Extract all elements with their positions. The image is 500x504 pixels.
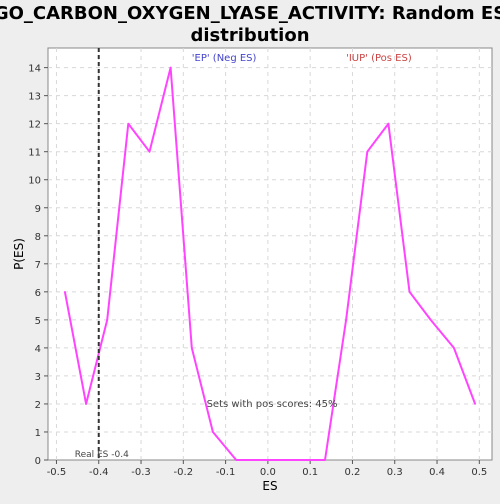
data-point: [345, 319, 347, 321]
y-tick-label: 5: [35, 316, 41, 327]
y-tick-label: 2: [35, 400, 41, 411]
data-point: [212, 431, 214, 433]
grid-lines: [48, 48, 492, 460]
y-axis-label: P(ES): [12, 238, 26, 270]
x-tick-label: 0.4: [429, 467, 445, 478]
x-tick-label: 0.1: [302, 467, 318, 478]
data-point: [366, 150, 369, 153]
x-tick-label: -0.4: [89, 467, 109, 478]
x-tick-label: -0.5: [47, 467, 67, 478]
y-tick-label: 11: [28, 148, 41, 159]
data-point: [85, 403, 87, 405]
annotation-text: Sets with pos scores: 45%: [207, 399, 338, 410]
y-tick-label: 7: [35, 260, 41, 271]
data-point: [324, 459, 326, 461]
data-point: [235, 459, 237, 461]
x-tick-label: -0.1: [216, 467, 236, 478]
data-point: [408, 291, 411, 293]
x-tick-label: -0.2: [174, 467, 194, 478]
x-tick-label: 0.5: [471, 467, 487, 478]
data-point: [64, 291, 66, 293]
annotations: Real ES -0.4 'EP' (Neg ES) 'IUP' (Pos ES) S…: [75, 48, 412, 460]
data-point: [190, 347, 193, 349]
data-point: [387, 122, 390, 125]
y-tick-label: 9: [35, 204, 41, 215]
y-tick-label: 13: [28, 92, 41, 103]
x-tick-label: 0.2: [345, 467, 361, 478]
y-tick-label: 14: [28, 64, 41, 75]
data-point: [303, 459, 305, 461]
x-tick-label: -0.3: [131, 467, 151, 478]
chart-title: GO_CARBON_OXYGEN_LYASE_ACTIVITY: Random …: [0, 3, 500, 46]
data-point: [281, 459, 284, 461]
data-point: [474, 403, 476, 405]
data-point: [106, 319, 108, 321]
y-tick-label: 3: [35, 372, 41, 383]
data-point: [127, 122, 130, 125]
y-tick-label: 1: [35, 428, 41, 439]
plot-area: [47, 47, 493, 461]
annotation-text: 'EP' (Neg ES): [192, 53, 257, 64]
data-point: [453, 347, 455, 349]
real-es-label: Real ES -0.4: [75, 450, 129, 460]
data-point: [256, 459, 259, 461]
data-point: [148, 150, 151, 153]
y-tick-label: 10: [28, 176, 41, 187]
y-tick-label: 0: [35, 456, 41, 467]
data-point: [429, 319, 432, 321]
annotation-text: 'IUP' (Pos ES): [346, 53, 412, 64]
x-tick-label: 0.3: [387, 467, 403, 478]
series-lines: [63, 66, 477, 461]
data-point: [169, 66, 172, 69]
y-tick-label: 8: [35, 232, 41, 243]
chart-title-line: distribution: [190, 25, 309, 46]
series-line: [63, 66, 477, 461]
y-tick-label: 4: [35, 344, 41, 355]
y-tick-label: 12: [28, 120, 41, 131]
x-axis-label: ES: [262, 479, 277, 493]
y-tick-label: 6: [35, 288, 41, 299]
x-tick-label: 0.0: [260, 467, 276, 478]
chart-title-line: GO_CARBON_OXYGEN_LYASE_ACTIVITY: Random …: [0, 3, 500, 24]
